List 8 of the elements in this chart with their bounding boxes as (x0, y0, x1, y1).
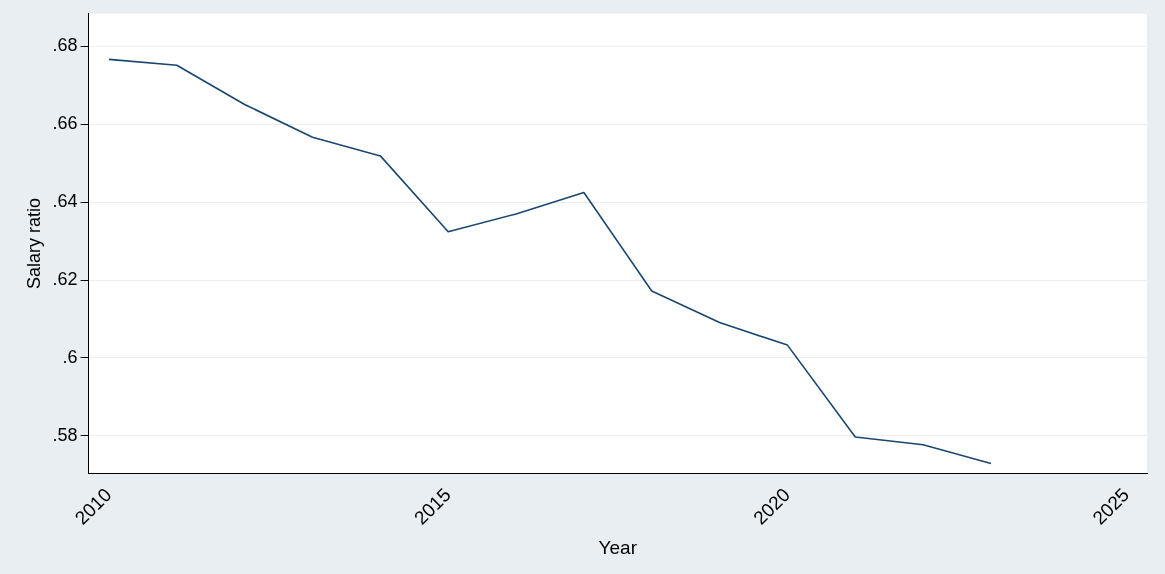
y-tick-label: .64 (52, 191, 78, 212)
y-tick-label: .62 (52, 269, 78, 290)
x-axis-title: Year (598, 536, 638, 558)
y-axis-title: Salary ratio (23, 197, 44, 290)
y-tick-label: .6 (62, 346, 78, 367)
y-tick-label: .66 (52, 113, 78, 134)
y-tick-label: .68 (52, 35, 78, 56)
y-tick-label: .58 (52, 424, 78, 445)
